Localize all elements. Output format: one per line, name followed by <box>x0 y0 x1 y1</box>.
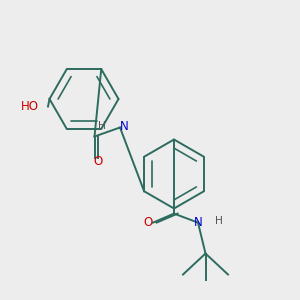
Text: N: N <box>119 119 128 133</box>
Text: H: H <box>98 121 106 131</box>
Text: HO: HO <box>21 100 39 113</box>
Text: O: O <box>94 154 103 168</box>
Text: O: O <box>143 216 152 229</box>
Text: N: N <box>194 216 202 229</box>
Text: H: H <box>215 216 223 226</box>
